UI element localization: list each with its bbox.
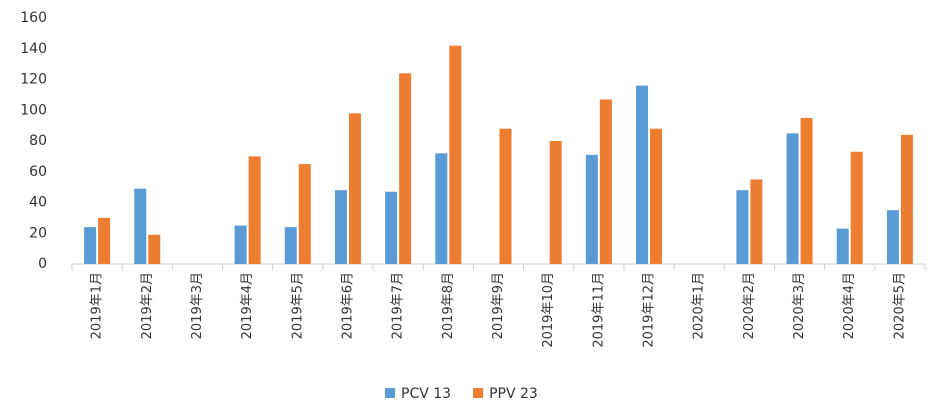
x-tick-label: 2020年4月 <box>842 272 857 339</box>
bar <box>800 117 813 264</box>
bar <box>248 156 261 264</box>
x-tick-label: 2019年4月 <box>240 272 255 339</box>
bar <box>84 227 97 264</box>
bar <box>435 153 448 264</box>
bar <box>348 113 361 264</box>
x-tick-label: 2019年8月 <box>441 272 456 339</box>
bar <box>385 191 398 264</box>
x-tick-label: 2020年3月 <box>792 272 807 339</box>
bar <box>298 164 311 264</box>
bar <box>750 179 763 264</box>
bar <box>636 85 649 265</box>
bar <box>549 141 562 264</box>
bar <box>284 227 297 264</box>
bar <box>334 190 347 264</box>
x-tick-label: 2019年5月 <box>290 272 305 339</box>
y-tick-label: 100 <box>20 102 47 118</box>
legend-swatch <box>385 388 395 398</box>
x-tick-label: 2019年7月 <box>391 272 406 339</box>
bar <box>786 133 799 264</box>
bar <box>499 128 512 264</box>
bar <box>399 73 412 264</box>
bar <box>98 217 111 264</box>
bar <box>599 99 612 264</box>
y-tick-label: 80 <box>29 133 47 149</box>
x-tick-label: 2019年12月 <box>642 272 657 348</box>
bar <box>836 228 849 264</box>
x-tick-label: 2019年3月 <box>190 272 205 339</box>
bar <box>850 151 863 264</box>
bar <box>736 190 749 264</box>
bar <box>585 154 598 264</box>
y-tick-label: 60 <box>29 164 47 180</box>
bar <box>449 45 462 264</box>
bar <box>900 134 913 264</box>
x-tick-label: 2019年9月 <box>491 272 506 339</box>
legend-label: PCV 13 <box>401 386 451 402</box>
x-tick-label: 2019年1月 <box>90 272 105 339</box>
x-tick-label: 2020年1月 <box>692 272 707 339</box>
bar <box>234 225 247 264</box>
y-tick-label: 160 <box>20 10 47 26</box>
x-tick-label: 2019年2月 <box>140 272 155 339</box>
x-tick-label: 2020年5月 <box>892 272 907 339</box>
bar <box>134 188 147 264</box>
bar <box>650 128 663 264</box>
y-tick-label: 0 <box>38 256 47 272</box>
y-tick-label: 140 <box>20 41 47 57</box>
x-tick-label: 2019年10月 <box>541 272 556 348</box>
y-tick-label: 40 <box>29 195 47 211</box>
legend-label: PPV 23 <box>489 386 538 402</box>
y-tick-label: 20 <box>29 225 47 241</box>
legend-swatch <box>473 388 484 398</box>
y-tick-label: 120 <box>20 72 47 88</box>
x-tick-label: 2020年2月 <box>742 272 757 339</box>
bar <box>148 234 161 264</box>
x-tick-label: 2019年6月 <box>340 272 355 339</box>
x-tick-label: 2019年11月 <box>591 272 606 348</box>
bar <box>886 210 899 264</box>
